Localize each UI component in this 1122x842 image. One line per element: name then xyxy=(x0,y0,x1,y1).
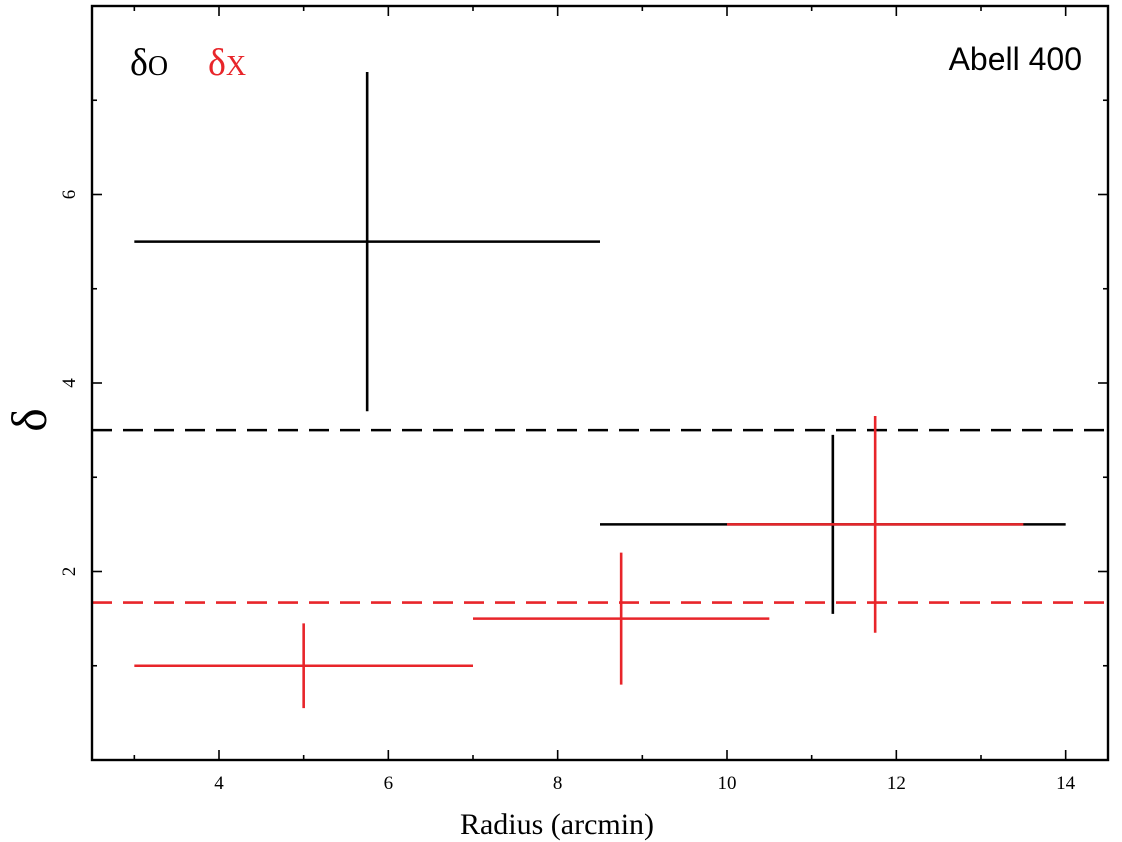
data-layer xyxy=(92,71,1108,709)
x-tick-label: 4 xyxy=(214,773,224,794)
data-point-delta-x-1 xyxy=(134,623,473,709)
legend-entry-delta-o: δO xyxy=(130,42,168,84)
y-tick-label: 4 xyxy=(59,378,80,388)
data-point-delta-x-2 xyxy=(473,552,770,685)
plot-frame xyxy=(90,4,1110,762)
data-point-delta-o-1 xyxy=(134,71,600,412)
x-tick-label: 6 xyxy=(384,773,394,794)
y-tick-label: 6 xyxy=(59,190,80,200)
y-tick-label: 2 xyxy=(59,567,80,577)
legend-greek-x: δ xyxy=(208,42,226,84)
x-tick-label: 8 xyxy=(553,773,563,794)
data-point-delta-x-3 xyxy=(727,415,1024,633)
legend-sub-o: O xyxy=(148,51,168,82)
legend-sub-x: X xyxy=(226,51,246,82)
y-axis-title: δ xyxy=(1,408,57,432)
x-tick-label: 10 xyxy=(718,773,737,794)
x-tick-label: 12 xyxy=(887,773,906,794)
ticks-layer: 4 6 8 10 12 14 2 4 6 xyxy=(59,6,1108,794)
legend-greek-o: δ xyxy=(130,42,148,84)
legend-entry-delta-x: δX xyxy=(208,42,246,84)
x-axis-title: Radius (arcmin) xyxy=(460,808,654,841)
legend: δO δX xyxy=(130,42,246,84)
x-tick-label: 14 xyxy=(1056,773,1076,794)
cluster-annotation: Abell 400 xyxy=(949,41,1082,77)
